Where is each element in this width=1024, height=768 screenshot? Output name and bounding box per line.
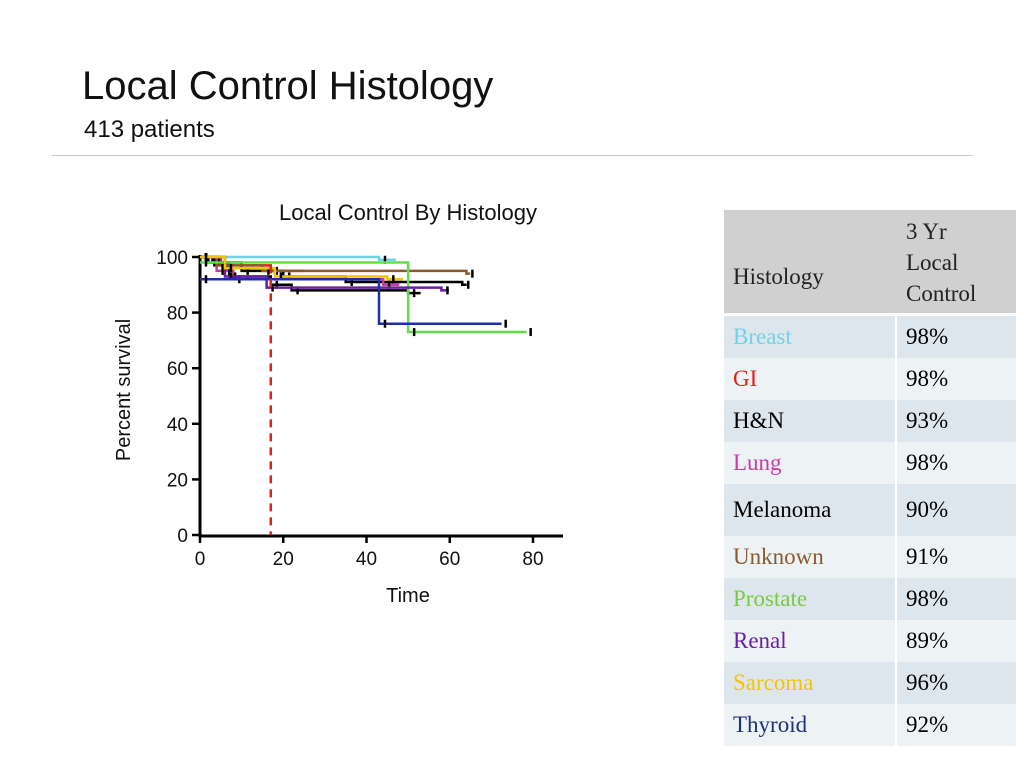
series-line-prostate — [200, 261, 527, 334]
value-cell: 98% — [897, 578, 1016, 620]
value-cell: 92% — [897, 704, 1016, 746]
value-cell: 96% — [897, 662, 1016, 704]
x-tick-label: 40 — [356, 549, 377, 570]
value-cell: 98% — [897, 442, 1016, 484]
table-row: Thyroid 92% — [724, 704, 1016, 746]
table-row: Breast 98% — [724, 316, 1016, 358]
x-tick-label: 80 — [522, 549, 543, 570]
value-cell: 91% — [897, 536, 1016, 578]
histology-cell: Melanoma — [724, 484, 897, 536]
plot-area: 0 20 40 60 80 0 20 40 60 80 100 — [156, 248, 563, 570]
header-histology: Histology — [724, 210, 897, 316]
y-axis-label: Percent survival — [113, 319, 135, 461]
y-tick-label: 60 — [167, 359, 188, 380]
histology-cell: GI — [724, 358, 897, 400]
slide-subtitle: 413 patients — [84, 116, 215, 143]
histology-cell: Thyroid — [724, 704, 897, 746]
value-cell: 93% — [897, 400, 1016, 442]
table-row: GI 98% — [724, 358, 1016, 400]
histology-cell: Unknown — [724, 536, 897, 578]
km-chart: Local Control By Histology 0 20 40 60 80 0 20 4… — [113, 200, 563, 607]
value-cell: 90% — [897, 484, 1016, 536]
y-tick-label: 80 — [167, 304, 188, 325]
header-line-1: 3 Yr — [906, 219, 947, 244]
table-row: Prostate 98% — [724, 578, 1016, 620]
table-row: Melanoma 90% — [724, 484, 1016, 536]
x-tick-label: 0 — [195, 549, 206, 570]
x-tick-label: 60 — [439, 549, 460, 570]
chart-title: Local Control By Histology — [279, 200, 537, 225]
table-row: H&N 93% — [724, 400, 1016, 442]
value-cell: 98% — [897, 358, 1016, 400]
histology-cell: Prostate — [724, 578, 897, 620]
value-cell: 98% — [897, 316, 1016, 358]
value-cell: 89% — [897, 620, 1016, 662]
header-line-3: Control — [906, 281, 977, 306]
histology-cell: Sarcoma — [724, 662, 897, 704]
table-row: Sarcoma 96% — [724, 662, 1016, 704]
x-axis-label: Time — [386, 585, 430, 607]
slide-title: Local Control Histology — [82, 64, 494, 108]
table-row: Unknown 91% — [724, 536, 1016, 578]
title-divider — [52, 155, 973, 156]
series-line-sarcoma — [200, 255, 403, 281]
histology-cell: Lung — [724, 442, 897, 484]
header-line-2: Local — [906, 250, 959, 275]
table-row: Lung 98% — [724, 442, 1016, 484]
y-tick-label: 0 — [177, 526, 188, 547]
x-tick-label: 20 — [273, 549, 294, 570]
histology-cell: Breast — [724, 316, 897, 358]
histology-cell: H&N — [724, 400, 897, 442]
series-line-thyroid — [200, 277, 502, 325]
local-control-table: Histology 3 Yr Local Control Breast 98% … — [724, 210, 1016, 746]
y-tick-label: 100 — [156, 248, 188, 269]
table-row: Renal 89% — [724, 620, 1016, 662]
header-3yr-local-control: 3 Yr Local Control — [897, 210, 1016, 316]
histology-cell: Renal — [724, 620, 897, 662]
y-tick-label: 40 — [167, 415, 188, 436]
series-line-breast — [200, 255, 396, 262]
y-tick-label: 20 — [167, 470, 188, 491]
